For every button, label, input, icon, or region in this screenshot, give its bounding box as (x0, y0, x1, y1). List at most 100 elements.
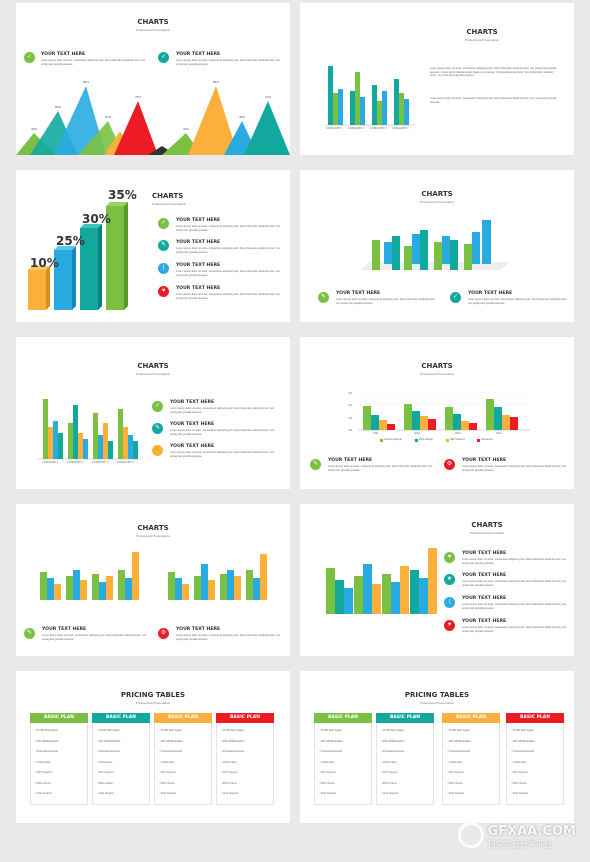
plan-item: 20 GB Disk Space (35, 726, 87, 737)
year-label: 2012 (414, 432, 420, 435)
pricing-column[interactable]: BASIC PLAN 20 GB Disk Space 200 GB Bandw… (216, 713, 274, 805)
bar (377, 101, 382, 125)
pricing-column[interactable]: BASIC PLAN 20 GB Disk Space 200 GB Bandw… (314, 713, 372, 805)
plan-features: 20 GB Disk Space 200 GB Bandwidth 30 Ema… (30, 723, 88, 805)
plan-header: BASIC PLAN (216, 713, 274, 723)
text-body: Lorem ipsum dolor sit amet, consectetur … (462, 603, 567, 610)
plan-item: 200 GB Bandwidth (511, 737, 563, 748)
slide-percent-bars[interactable]: 10% 25% 30% 35% CHARTS Professional Pres… (16, 170, 290, 322)
pricing-column[interactable]: BASIC PLAN 20 GB Disk Space 200 GB Bandw… (154, 713, 212, 805)
svg-text:60%: 60% (55, 105, 61, 109)
slide-title: PRICING TABLES (404, 691, 470, 699)
plan-features: 20 GB Disk Space 200 GB Bandwidth 30 Ema… (154, 723, 212, 805)
plan-features: 20 GB Disk Space 200 GB Bandwidth 30 Ema… (376, 723, 434, 805)
category-label: CATEGORY 4 (392, 127, 409, 130)
slide-two-3d-charts[interactable]: CHARTS Professional Presentation ✎ YOUR … (16, 504, 290, 656)
slide-subtitle: Professional Presentation (152, 202, 187, 206)
check-icon: ✓ (158, 52, 169, 63)
plan-header: BASIC PLAN (314, 713, 372, 723)
plan-item: 10 Domains (447, 758, 499, 769)
slide-area-chart[interactable]: CHARTS Professional Presentation ✓ YOUR … (16, 3, 290, 155)
slide-pricing-a[interactable]: PRICING TABLES Professional Presentation… (16, 671, 290, 823)
plan-item: 200 GB Bandwidth (447, 737, 499, 748)
slide-pricing-b[interactable]: PRICING TABLES Professional Presentation… (300, 671, 574, 823)
slide-title: CHARTS (471, 521, 503, 529)
legend-label: Developer (481, 438, 493, 441)
text-body: Lorem ipsum dolor sit amet, consectetur … (170, 407, 275, 414)
bar-chart (325, 66, 415, 126)
slide-subtitle: Professional Presentation (469, 531, 505, 535)
slide-bar-chart[interactable]: CHARTS Professional Presentation CATEGOR… (300, 3, 574, 155)
slide-title: PRICING TABLES (120, 691, 186, 699)
svg-text:76%: 76% (135, 95, 141, 99)
area-chart: 40% 60% 85% 50% 76% 34% 85% 45% 72% (16, 80, 290, 155)
plan-item: Chat Support (97, 789, 149, 800)
svg-text:80: 80 (349, 391, 353, 395)
plan-item: 20 GB Disk Space (159, 726, 211, 737)
pencil-icon: ✎ (310, 459, 321, 470)
slide-years-chart[interactable]: CHARTS Professional Presentation 80 60 4… (300, 337, 574, 489)
pricing-column[interactable]: BASIC PLAN 20 GB Disk Space 200 GB Bandw… (442, 713, 500, 805)
3d-bar-charts (40, 552, 267, 600)
slide-3d-chart-list[interactable]: CHARTS Professional Presentation ♥ YOUR … (300, 504, 574, 656)
pricing-column[interactable]: BASIC PLAN 20 GB Disk Space 200 GB Bandw… (30, 713, 88, 805)
pricing-column[interactable]: BASIC PLAN 20 GB Disk Space 200 GB Bandw… (376, 713, 434, 805)
settings-icon: ⚙ (444, 459, 455, 470)
category-label: CATEGORY 1 (42, 461, 59, 464)
plan-item: 10 Domains (381, 758, 433, 769)
plan-item: 10 Domains (319, 758, 371, 769)
text-heading: YOUR TEXT HERE (468, 291, 513, 296)
slide-3d-bar-chart[interactable]: CHARTS Professional Presentation ✎ YOUR … (300, 170, 574, 322)
bar (350, 91, 355, 125)
plan-item: 20 GB Disk Space (511, 726, 563, 737)
percent-label: 35% (108, 188, 137, 202)
text-body: Lorem ipsum dolor sit amet, consectetur … (176, 634, 281, 641)
plan-item: Chat Support (159, 789, 211, 800)
plan-item: Chat Support (447, 789, 499, 800)
text-body: Lorem ipsum dolor sit amet, consectetur … (176, 247, 281, 254)
text-heading: YOUR TEXT HERE (176, 218, 221, 223)
plan-item: 30 Email Accounts (97, 747, 149, 758)
check-icon: ✓ (450, 292, 461, 303)
watermark-subtext: 顶尖资源分享平台 (487, 840, 552, 849)
plan-item: 99% Uptime (319, 779, 371, 790)
pricing-column[interactable]: BASIC PLAN 20 GB Disk Space 200 GB Bandw… (506, 713, 564, 805)
plan-item: 24/7 Support (447, 768, 499, 779)
years-bar-chart: 80 60 40 20 (349, 391, 530, 442)
plan-item: 200 GB Bandwidth (221, 737, 273, 748)
text-body: Lorem ipsum dolor sit amet, consectetur … (430, 67, 557, 78)
text-heading: YOUR TEXT HERE (41, 52, 86, 57)
text-heading: YOUR TEXT HERE (176, 627, 221, 632)
plan-header: BASIC PLAN (442, 713, 500, 723)
pricing-column[interactable]: BASIC PLAN 20 GB Disk Space 200 GB Bandw… (92, 713, 150, 805)
text-body: Lorem ipsum dolor sit amet, consectetur … (462, 558, 567, 565)
slide-bar-chart-text[interactable]: CHARTS Professional Presentation CATEGOR… (16, 337, 290, 489)
bar (394, 79, 399, 125)
plan-item: 24/7 Support (159, 768, 211, 779)
category-label: CATEGORY 2 (348, 127, 365, 130)
heart-icon: ♥ (444, 552, 455, 563)
plan-item: 10 Domains (511, 758, 563, 769)
bar (360, 97, 365, 125)
plan-item: Chat Support (511, 789, 563, 800)
plan-item: 30 Email Accounts (159, 747, 211, 758)
bar (338, 89, 343, 125)
slide-subtitle: Professional Presentation (419, 372, 455, 376)
plan-item: 10 Domains (35, 758, 87, 769)
svg-text:34%: 34% (183, 127, 189, 131)
text-body: Lorem ipsum dolor sit amet, consectetur … (328, 465, 433, 472)
plan-item: 20 GB Disk Space (381, 726, 433, 737)
slide-subtitle: Professional Presentation (419, 701, 455, 705)
text-body: Lorem ipsum dolor sit amet, consectetur … (176, 270, 281, 277)
plan-item: 24/7 Support (35, 768, 87, 779)
legend-label: Graphic Design (384, 438, 402, 441)
plan-item: 99% Uptime (97, 779, 149, 790)
watermark-logo-icon (457, 822, 484, 848)
pencil-icon: ✎ (318, 292, 329, 303)
bar (404, 99, 409, 125)
plan-item: 99% Uptime (35, 779, 87, 790)
plan-item: 99% Uptime (159, 779, 211, 790)
peak (114, 101, 158, 155)
peak (244, 101, 290, 155)
slide-subtitle: Professional Presentation (419, 200, 455, 204)
